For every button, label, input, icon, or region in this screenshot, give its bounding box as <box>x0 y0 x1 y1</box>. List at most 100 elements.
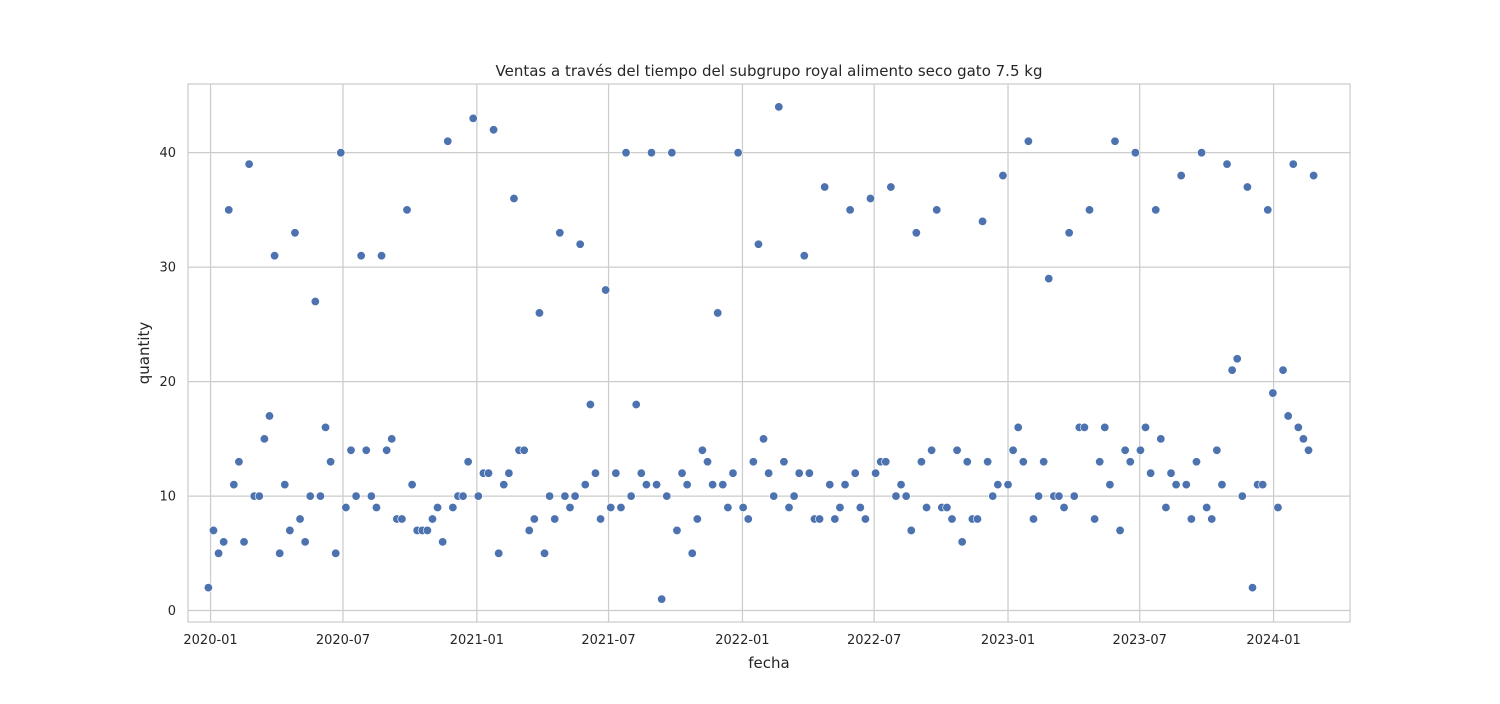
data-point <box>922 503 932 513</box>
data-point <box>575 239 585 249</box>
data-point <box>687 548 697 558</box>
data-point <box>978 216 988 226</box>
data-point <box>932 205 942 215</box>
data-point <box>896 480 906 490</box>
data-point <box>1176 171 1186 181</box>
y-tick-label: 30 <box>159 261 176 276</box>
data-point <box>911 228 921 238</box>
data-point <box>489 125 499 135</box>
data-point <box>387 434 397 444</box>
data-point <box>275 548 285 558</box>
data-point <box>1039 457 1049 467</box>
data-point <box>1090 514 1100 524</box>
data-point <box>580 480 590 490</box>
data-point <box>738 503 748 513</box>
data-point <box>1018 457 1028 467</box>
data-point <box>259 434 269 444</box>
data-point <box>1135 445 1145 455</box>
data-point <box>382 445 392 455</box>
data-point <box>366 491 376 501</box>
data-point <box>1044 274 1054 284</box>
data-point <box>1008 445 1018 455</box>
data-point <box>815 514 825 524</box>
data-point <box>1151 205 1161 215</box>
data-point <box>1278 365 1288 375</box>
data-point <box>1064 228 1074 238</box>
y-tick-label: 10 <box>159 490 176 505</box>
plot-background <box>188 84 1350 622</box>
data-point <box>692 514 702 524</box>
data-point <box>285 525 295 535</box>
data-point <box>871 468 881 478</box>
data-point <box>1273 503 1283 513</box>
data-point <box>733 148 743 158</box>
data-point <box>596 514 606 524</box>
data-point <box>662 491 672 501</box>
data-point <box>1059 503 1069 513</box>
data-point <box>641 480 651 490</box>
data-point <box>845 205 855 215</box>
data-point <box>1181 480 1191 490</box>
data-point <box>463 457 473 467</box>
plot-frame <box>187 83 1351 623</box>
data-point <box>560 491 570 501</box>
data-point <box>550 514 560 524</box>
y-axis-label: quantity <box>135 322 153 385</box>
x-tick-label: 2021-01 <box>450 633 504 648</box>
data-point <box>621 148 631 158</box>
data-point <box>270 251 280 261</box>
data-point <box>300 537 310 547</box>
data-point <box>1110 136 1120 146</box>
data-point <box>769 491 779 501</box>
data-point <box>703 457 713 467</box>
data-point <box>1156 434 1166 444</box>
data-point <box>1197 148 1207 158</box>
data-point <box>326 457 336 467</box>
data-point <box>229 480 239 490</box>
x-tick-label: 2023-01 <box>981 633 1035 648</box>
data-point <box>1095 457 1105 467</box>
data-point <box>356 251 366 261</box>
data-point <box>1309 171 1319 181</box>
data-point <box>626 491 636 501</box>
data-point <box>657 594 667 604</box>
grid <box>188 84 1350 622</box>
data-point <box>244 159 254 169</box>
data-point <box>972 514 982 524</box>
data-point <box>901 491 911 501</box>
data-point <box>295 514 305 524</box>
data-point <box>1125 457 1135 467</box>
data-point <box>1079 422 1089 432</box>
data-point <box>1054 491 1064 501</box>
data-point <box>1028 514 1038 524</box>
data-point <box>540 548 550 558</box>
data-point <box>1288 159 1298 169</box>
data-point <box>789 491 799 501</box>
data-point <box>611 468 621 478</box>
data-point <box>504 468 514 478</box>
data-point <box>988 491 998 501</box>
data-point <box>753 239 763 249</box>
data-point <box>865 193 875 203</box>
y-tick-labels: 0 10 20 30 40 <box>159 146 176 619</box>
data-point <box>779 457 789 467</box>
data-point <box>565 503 575 513</box>
data-point <box>881 457 891 467</box>
data-point <box>697 445 707 455</box>
data-point <box>1146 468 1156 478</box>
x-tick-label: 2020-01 <box>183 633 237 648</box>
data-point <box>443 136 453 146</box>
data-point <box>407 480 417 490</box>
data-point <box>422 525 432 535</box>
data-point <box>529 514 539 524</box>
data-point <box>774 102 784 112</box>
data-point <box>957 537 967 547</box>
data-point <box>916 457 926 467</box>
data-point <box>1237 491 1247 501</box>
data-point <box>723 503 733 513</box>
data-point <box>748 457 758 467</box>
data-point <box>438 537 448 547</box>
chart-title: Ventas a través del tiempo del subgrupo … <box>496 62 1043 80</box>
data-point <box>860 514 870 524</box>
